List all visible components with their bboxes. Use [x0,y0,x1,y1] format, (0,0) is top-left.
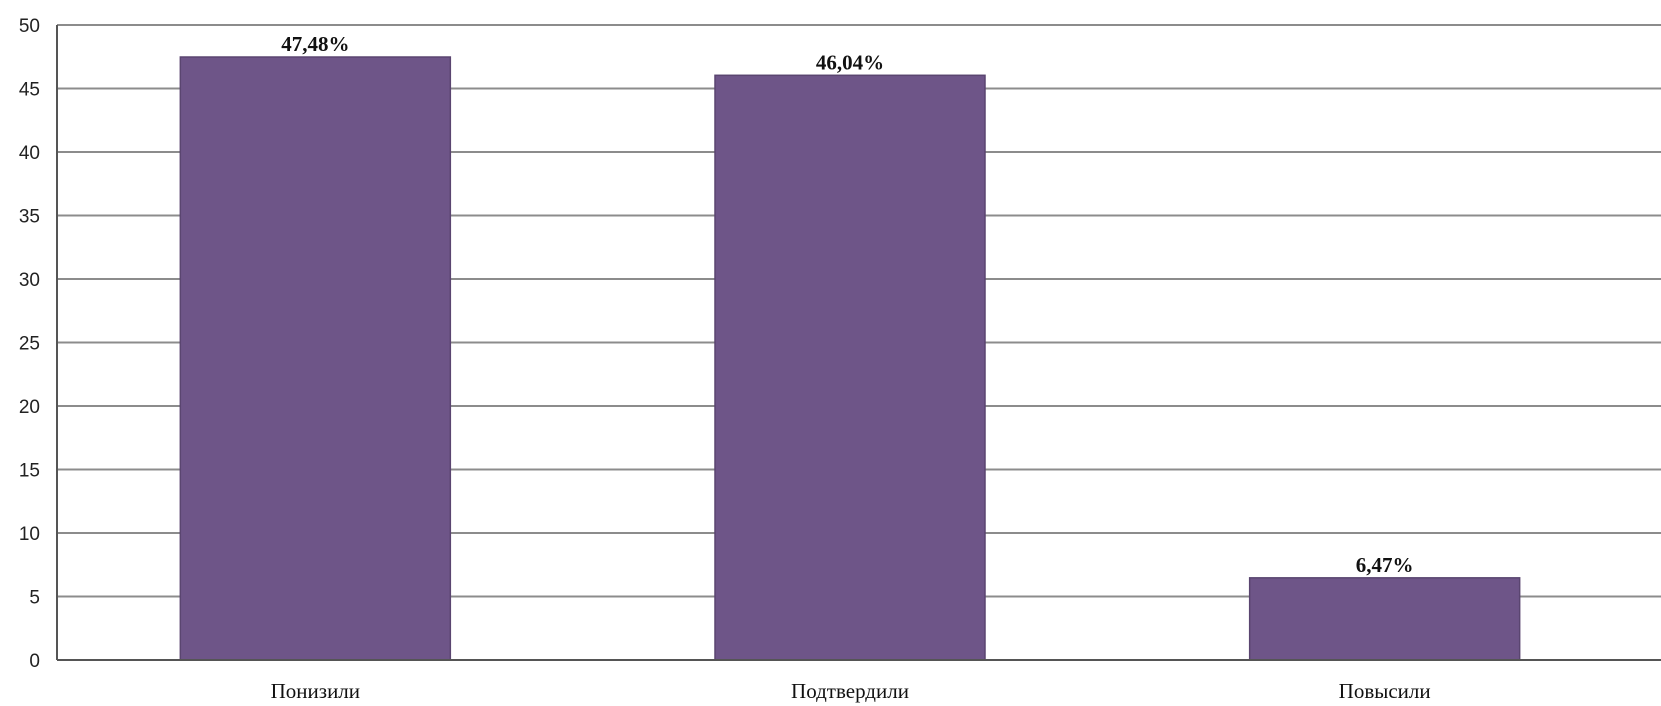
y-tick-label: 40 [19,143,40,164]
data-labels: 47,48% 46,04% 6,47% [281,32,1413,577]
category-label: Понизили [271,679,360,703]
category-label: Подтвердили [791,679,909,703]
bar-2 [714,74,986,661]
y-tick-label: 15 [19,461,40,482]
y-tick-label: 35 [19,207,40,228]
bar-1 [179,56,452,661]
y-tick-label: 10 [19,524,40,545]
y-tick-label: 30 [19,270,40,291]
data-label: 46,04% [816,50,884,74]
y-tick-label: 50 [19,16,40,37]
x-axis-category-labels: Понизили Подтвердили Повысили [271,679,1431,703]
y-tick-label: 20 [19,397,40,418]
y-tick-label: 5 [29,588,40,609]
data-label: 47,48% [281,32,349,56]
bar-3 [1248,577,1521,661]
data-label: 6,47% [1356,553,1414,577]
y-tick-label: 45 [19,80,40,101]
bars [179,56,1521,661]
y-tick-label: 25 [19,334,40,355]
category-label: Повысили [1339,679,1431,703]
y-tick-label: 0 [29,651,40,672]
y-axis-tick-labels: 0 5 10 15 20 25 30 35 40 45 50 [19,16,40,672]
